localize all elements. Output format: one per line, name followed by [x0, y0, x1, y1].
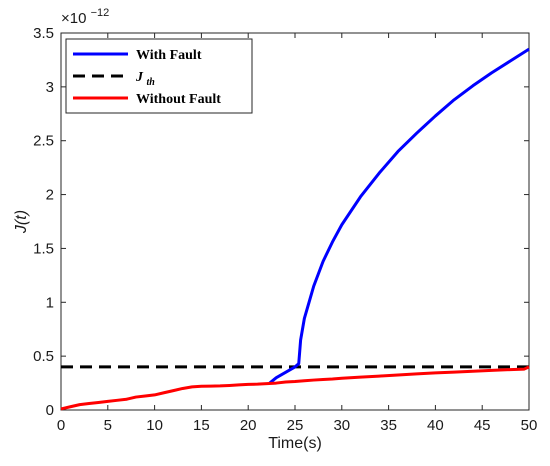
y-tick-label: 3	[46, 79, 54, 96]
legend-label-with-fault: With Fault	[136, 48, 202, 63]
y-axis-ticks: 0 0.5 1 1.5 2 2.5 3 3.5	[33, 25, 529, 419]
x-tick-label: 40	[427, 417, 444, 434]
series-line-with-fault	[268, 47, 530, 385]
y-tick-label: 3.5	[33, 25, 54, 42]
x-tick-label: 25	[287, 417, 304, 434]
y-axis-exponent-base: ×10	[61, 10, 86, 27]
legend-label-jth-sub: th	[147, 77, 156, 88]
x-axis-title: Time(s)	[268, 435, 322, 452]
y-tick-label: 2.5	[33, 133, 54, 150]
x-tick-label: 30	[333, 417, 350, 434]
series-line-without-fault	[60, 365, 530, 411]
legend-label-jth-base: J	[135, 70, 144, 85]
y-tick-label: 0	[46, 402, 54, 419]
x-tick-label: 15	[193, 417, 210, 434]
legend: With Fault J th Without Fault	[65, 38, 253, 114]
x-axis-ticks: 0 5 10 15 20 25 30 35 40 45 50	[57, 33, 538, 434]
x-tick-label: 0	[57, 417, 65, 434]
legend-label-without-fault: Without Fault	[136, 92, 221, 107]
y-axis-title: J(t)	[13, 210, 30, 234]
x-tick-label: 50	[521, 417, 538, 434]
y-axis-exponent-power: −12	[91, 7, 110, 19]
y-tick-label: 0.5	[33, 348, 54, 365]
x-tick-label: 5	[104, 417, 112, 434]
x-tick-label: 10	[146, 417, 163, 434]
x-tick-label: 45	[474, 417, 491, 434]
legend-label-jth: J th	[135, 70, 155, 88]
x-tick-label: 20	[240, 417, 257, 434]
y-axis-exponent-label: ×10 −12	[61, 7, 109, 27]
y-tick-label: 1.5	[33, 240, 54, 257]
y-tick-label: 2	[46, 187, 54, 204]
y-tick-label: 1	[46, 294, 54, 311]
series-layer	[60, 47, 530, 411]
x-tick-label: 35	[380, 417, 397, 434]
